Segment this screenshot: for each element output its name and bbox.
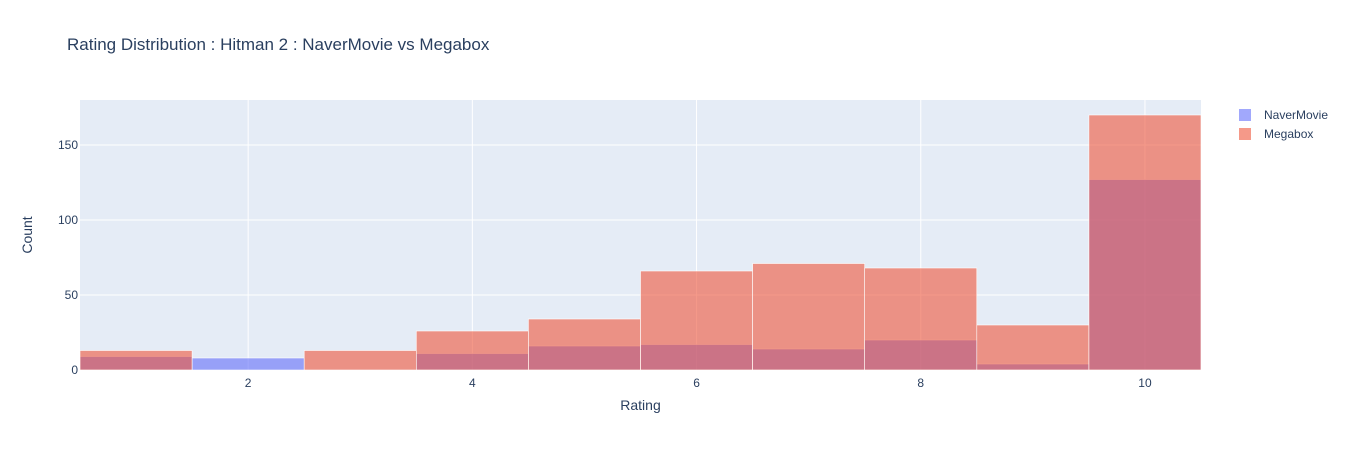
bar-megabox-1[interactable] xyxy=(79,350,193,371)
legend[interactable]: NaverMovie Megabox xyxy=(1239,108,1328,141)
legend-swatch xyxy=(1239,128,1251,140)
bar-megabox-4[interactable] xyxy=(415,330,529,371)
legend-swatch xyxy=(1239,109,1251,121)
x-tick-label: 2 xyxy=(245,376,252,390)
y-axis-ticks: 0 50 100 150 xyxy=(58,138,78,377)
bars xyxy=(79,114,1202,371)
y-tick-label: 150 xyxy=(58,138,78,152)
bar-megabox-6[interactable] xyxy=(640,270,753,371)
x-tick-label: 10 xyxy=(1138,376,1152,390)
x-axis-title: Rating xyxy=(620,397,660,413)
bar-megabox-8[interactable] xyxy=(864,267,978,371)
y-tick-label: 50 xyxy=(65,288,79,302)
bar-navermovie-2[interactable] xyxy=(191,357,305,371)
x-tick-label: 8 xyxy=(917,376,924,390)
chart-title: Rating Distribution : Hitman 2 : NaverMo… xyxy=(67,35,490,54)
legend-label: NaverMovie xyxy=(1264,108,1328,122)
bar-megabox-10[interactable] xyxy=(1088,114,1202,371)
legend-item-navermovie[interactable]: NaverMovie xyxy=(1239,108,1328,122)
y-axis-title: Count xyxy=(19,216,35,253)
x-axis-ticks: 2 4 6 8 10 xyxy=(245,376,1152,390)
y-tick-label: 100 xyxy=(58,213,78,227)
bar-megabox-3[interactable] xyxy=(303,350,417,371)
bar-megabox-9[interactable] xyxy=(976,324,1090,371)
legend-item-megabox[interactable]: Megabox xyxy=(1239,127,1313,141)
legend-label: Megabox xyxy=(1264,127,1313,141)
y-tick-label: 0 xyxy=(71,363,78,377)
x-tick-label: 6 xyxy=(693,376,700,390)
x-tick-label: 4 xyxy=(469,376,476,390)
bar-megabox-7[interactable] xyxy=(752,263,865,371)
bar-megabox-5[interactable] xyxy=(528,318,641,371)
series-megabox xyxy=(79,114,1202,371)
